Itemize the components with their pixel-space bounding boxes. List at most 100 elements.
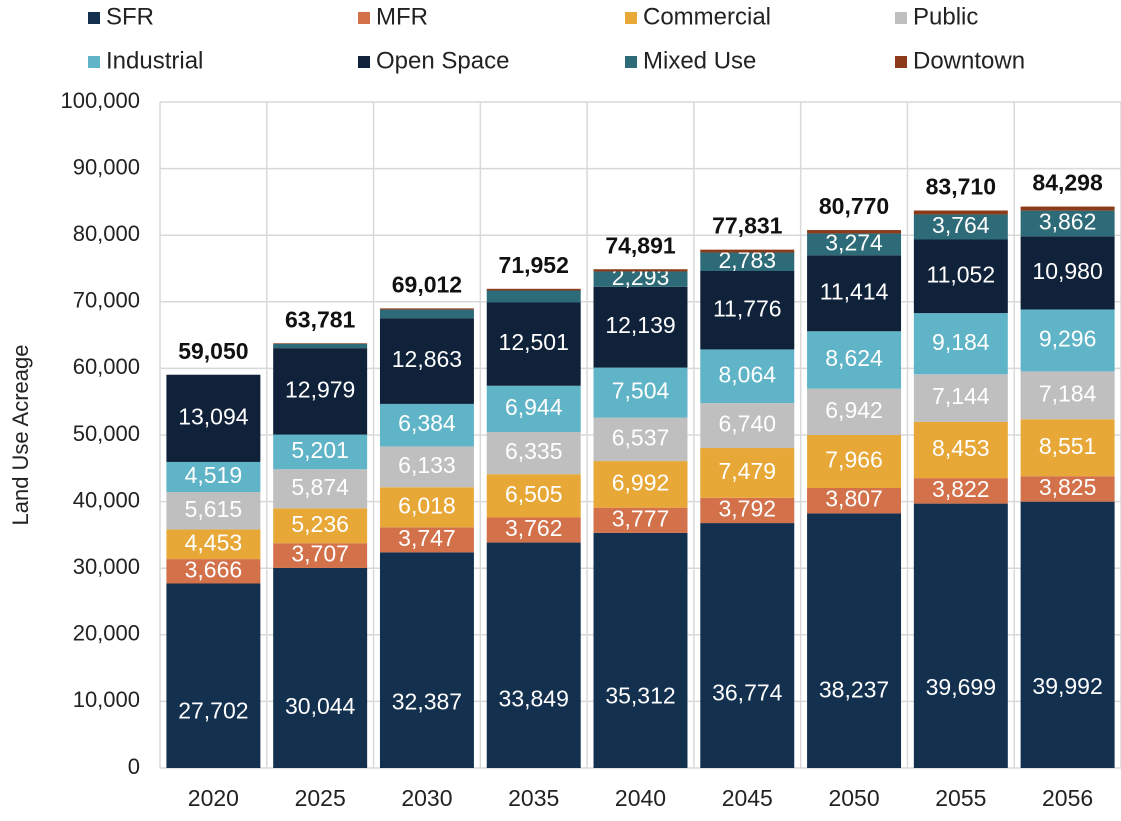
data-label: 12,979 [285,376,355,402]
legend-swatch [358,56,370,68]
data-label: 7,504 [612,378,670,404]
data-label: 27,702 [178,698,248,724]
y-tick-label: 70,000 [73,288,140,313]
data-label: 11,052 [927,261,996,287]
data-label: 6,133 [398,452,456,478]
y-tick-label: 10,000 [73,687,140,712]
data-label: 39,992 [1032,673,1102,699]
data-label: 3,825 [1039,474,1097,500]
bar-segment [807,230,901,233]
x-tick-label: 2035 [508,785,559,811]
data-label: 3,762 [505,515,563,541]
data-label: 3,822 [932,476,990,502]
y-axis-title: Land Use Acreage [8,344,33,525]
data-label: 8,551 [1039,433,1097,459]
y-tick-label: 50,000 [73,421,140,446]
y-tick-label: 20,000 [73,621,140,646]
data-label: 8,624 [825,345,883,371]
bar-segment [487,291,581,303]
total-label: 83,710 [926,174,996,200]
data-label: 12,863 [392,346,462,372]
data-label: 3,792 [718,496,776,522]
x-tick-label: 2025 [295,785,346,811]
data-label: 4,519 [185,462,243,488]
bar-segment [1021,207,1115,211]
total-label: 84,298 [1032,170,1103,196]
legend-swatch [625,12,637,24]
data-label: 6,018 [398,492,456,518]
data-label: 5,874 [291,474,349,500]
bar-segment [273,568,367,768]
total-label: 80,770 [819,193,889,219]
data-label: 33,849 [499,685,569,711]
y-tick-label: 80,000 [73,221,140,246]
y-tick-label: 60,000 [73,354,140,379]
data-label: 6,992 [612,469,670,495]
data-label: 7,144 [932,383,990,409]
legend-label: SFR [106,3,154,30]
data-label: 30,044 [285,693,356,719]
bar-segment [700,250,794,253]
legend-label: MFR [376,3,428,30]
y-tick-label: 30,000 [73,554,140,579]
legend-swatch [895,12,907,24]
x-tick-label: 2056 [1042,785,1093,811]
legend-label: Industrial [106,47,203,74]
legend-swatch [358,12,370,24]
data-label: 8,064 [718,361,776,387]
data-label: 9,184 [932,329,990,355]
data-label: 5,236 [291,511,349,537]
data-label: 3,666 [185,556,243,582]
total-label: 71,952 [499,252,569,278]
bar-segment [594,533,688,768]
legend-label: Mixed Use [643,47,756,74]
bar-segment [700,523,794,768]
bar-segment [166,584,260,768]
x-tick-label: 2050 [828,785,879,811]
data-label: 8,453 [932,435,990,461]
total-label: 63,781 [285,306,356,332]
bar-segment [487,289,581,291]
y-tick-label: 100,000 [60,88,140,113]
data-label: 5,615 [185,496,243,522]
data-label: 7,966 [825,447,883,473]
bar-segment [487,543,581,768]
data-label: 3,862 [1039,209,1097,235]
bar-segment [380,308,474,309]
data-label: 6,505 [505,481,563,507]
y-tick-label: 40,000 [73,487,140,512]
data-label: 10,980 [1032,258,1102,284]
data-label: 4,453 [185,529,243,555]
data-label: 32,387 [392,688,462,714]
legend-swatch [895,56,907,68]
legend-label: Downtown [913,47,1025,74]
y-tick-label: 0 [128,754,140,779]
data-label: 3,747 [398,525,456,551]
data-label: 7,184 [1039,380,1097,406]
legend-swatch [88,56,100,68]
data-label: 38,237 [819,677,889,703]
data-label: 7,479 [718,458,776,484]
y-tick-label: 90,000 [73,154,140,179]
x-tick-label: 2045 [722,785,773,811]
data-label: 9,296 [1039,326,1097,352]
data-label: 12,501 [499,329,569,355]
data-label: 2,293 [612,264,670,290]
data-label: 12,139 [605,312,675,338]
data-label: 6,944 [505,394,563,420]
legend-swatch [88,12,100,24]
data-label: 6,335 [505,438,563,464]
legend-label: Commercial [643,3,771,30]
data-label: 11,776 [713,295,782,321]
data-label: 3,807 [825,486,883,512]
total-label: 77,831 [712,213,783,239]
total-label: 69,012 [392,271,462,297]
legend-label: Public [913,3,978,30]
data-label: 3,777 [612,505,670,531]
bar-segment [273,344,367,348]
bar-segment [380,310,474,319]
bar-segment [914,210,1008,214]
data-label: 5,201 [291,437,349,463]
bar-segment [380,552,474,768]
